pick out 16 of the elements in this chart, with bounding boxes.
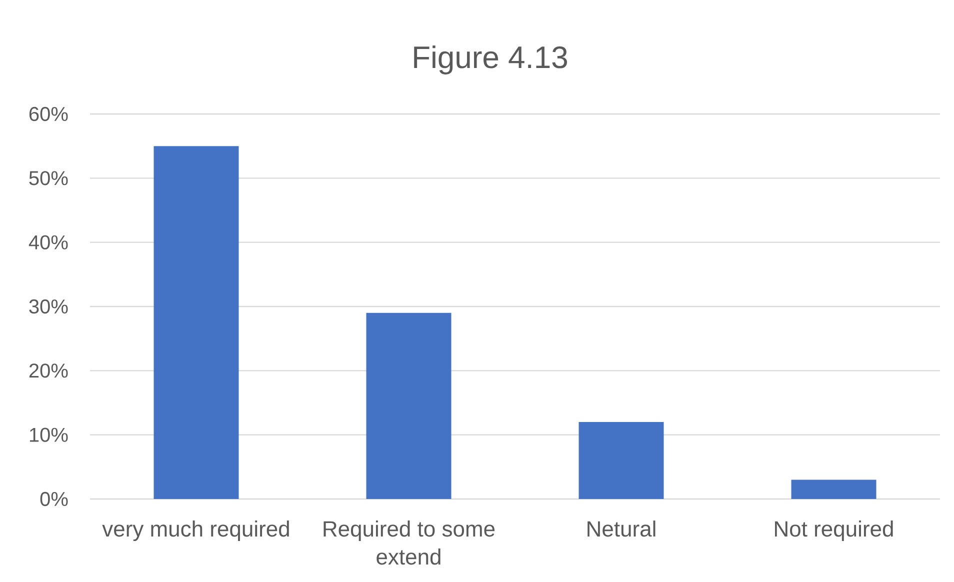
y-tick-label: 10%: [30, 428, 68, 442]
chart-title: Figure 4.13: [414, 46, 568, 74]
bar: [366, 312, 452, 499]
x-tick-label: very much required: [102, 520, 289, 542]
y-tick-label: 30%: [29, 299, 68, 314]
y-tick-label: 20%: [29, 364, 68, 378]
y-tick-label: 50%: [29, 171, 68, 186]
y-tick-label: 60%: [29, 106, 68, 122]
bar: [791, 480, 876, 499]
x-tick-label: Required to some extend: [324, 520, 495, 565]
bar: [578, 422, 664, 499]
y-tick-label: 0%: [40, 492, 68, 506]
bar: [154, 146, 239, 499]
y-tick-label: 40%: [28, 235, 68, 250]
x-tick-label: Not required: [775, 520, 893, 542]
x-tick-label: Netural: [588, 520, 656, 537]
